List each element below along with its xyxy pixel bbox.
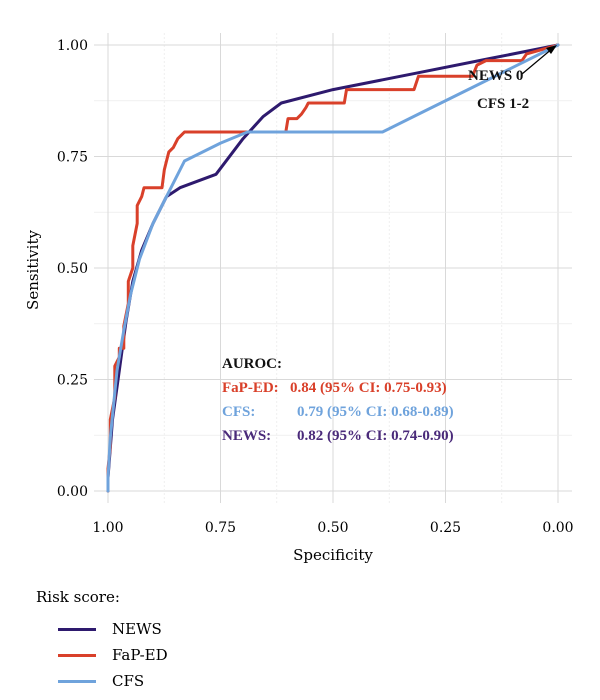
x-tick-label: 1.00	[92, 520, 123, 536]
series-line-news	[106, 43, 560, 493]
auroc-news-value: 0.82 (95% CI: 0.74-0.90)	[297, 428, 454, 444]
point-label-cfs: CFS 1-2	[477, 96, 529, 112]
legend-swatch-fap-ed	[58, 653, 96, 657]
tick-labels: 1.00 0.75 0.50 0.25 0.00 0.00 0.25 0.50 0.75 1.00	[57, 38, 574, 536]
roc-chart: 1.00 0.75 0.50 0.25 0.000.000.250.500.751.00…	[24, 33, 574, 564]
arrow-annotation	[521, 45, 557, 75]
legend: Risk score: NEWS FaP-ED CFS	[36, 588, 168, 694]
legend-item-cfs: CFS	[36, 668, 168, 694]
x-tick-label: 0.00	[542, 520, 573, 536]
series-lines	[106, 43, 560, 493]
y-tick-label: 0.00	[57, 484, 88, 500]
legend-item-news: NEWS	[36, 616, 168, 642]
auroc-cfs-label: CFS:	[222, 404, 255, 420]
legend-label-news: NEWS	[112, 620, 162, 638]
y-tick-label: 0.50	[57, 261, 88, 277]
legend-label-fap-ed: FaP-ED	[112, 646, 168, 664]
legend-label-cfs: CFS	[112, 672, 145, 690]
x-axis-title: Specificity	[293, 546, 373, 564]
y-tick-label: 1.00	[57, 38, 88, 54]
legend-item-fap-ed: FaP-ED	[36, 642, 168, 668]
legend-title: Risk score:	[36, 588, 120, 606]
auroc-title: AUROC:	[222, 356, 282, 372]
y-axis-title: Sensitivity	[24, 230, 42, 310]
auroc-fap-ed-label: FaP-ED:	[222, 380, 279, 396]
legend-swatch-news	[58, 627, 96, 631]
auroc-annotation: AUROC: FaP-ED: 0.84 (95% CI: 0.75-0.93) …	[222, 356, 454, 444]
grid	[94, 33, 572, 503]
x-tick-label: 0.25	[430, 520, 461, 536]
auroc-cfs-value: 0.79 (95% CI: 0.68-0.89)	[297, 404, 454, 420]
auroc-news-label: NEWS:	[222, 428, 271, 444]
x-tick-label: 0.50	[317, 520, 348, 536]
point-label-news: NEWS 0	[468, 68, 523, 84]
legend-swatch-cfs	[58, 679, 96, 683]
y-tick-label: 0.75	[57, 150, 88, 166]
series-line-cfs	[106, 43, 560, 493]
y-tick-label: 0.25	[57, 373, 88, 389]
auroc-fap-ed-value: 0.84 (95% CI: 0.75-0.93)	[290, 380, 447, 396]
x-tick-label: 0.75	[205, 520, 236, 536]
